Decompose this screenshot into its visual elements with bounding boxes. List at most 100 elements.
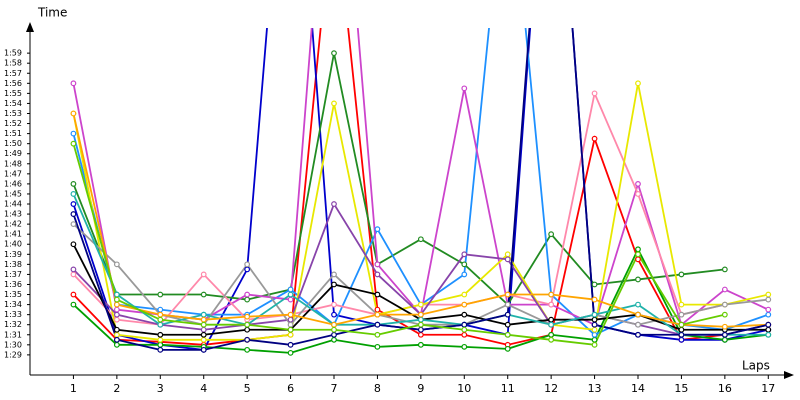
point-marker [70, 221, 77, 228]
point-marker [70, 140, 77, 147]
point-marker [331, 271, 337, 278]
point-marker [504, 291, 511, 298]
y-tick-label: 1:50 [4, 139, 22, 148]
point-marker [287, 316, 294, 323]
point-marker [70, 191, 77, 197]
point-marker [70, 241, 77, 248]
y-tick-label: 1:38 [4, 260, 22, 269]
point-marker [200, 311, 207, 318]
x-tick-label: 13 [588, 382, 602, 395]
point-marker [287, 296, 294, 303]
point-marker [721, 331, 728, 338]
point-marker [287, 321, 294, 328]
y-tick-label: 1:36 [4, 280, 22, 289]
point-marker [417, 311, 424, 318]
point-marker [113, 296, 120, 303]
x-tick-label: 11 [501, 382, 515, 395]
point-marker [548, 331, 555, 338]
point-marker [331, 100, 337, 107]
point-marker [157, 311, 164, 318]
point-marker [113, 261, 120, 268]
series-line [72, 143, 726, 346]
point-marker [70, 201, 77, 207]
point-marker [678, 311, 685, 318]
y-tick-label: 1:49 [4, 149, 22, 158]
point-marker [461, 326, 468, 333]
y-tick-label: 1:57 [4, 69, 22, 78]
point-marker [287, 331, 294, 338]
point-marker [244, 336, 251, 343]
y-tick-label: 1:51 [4, 129, 22, 138]
point-marker [113, 311, 120, 318]
point-marker [548, 291, 555, 298]
y-tick-label: 1:56 [4, 79, 22, 88]
point-marker [635, 321, 641, 328]
point-marker [244, 346, 251, 353]
point-marker [678, 326, 685, 333]
y-axis-arrow [26, 22, 34, 32]
x-tick-label: 1 [70, 382, 77, 395]
y-tick-label: 1:40 [4, 240, 22, 249]
point-marker [417, 301, 424, 308]
point-marker [504, 256, 511, 263]
point-marker [331, 321, 337, 328]
point-marker [244, 296, 251, 303]
point-marker [721, 266, 728, 273]
y-tick-label: 1:35 [4, 290, 22, 299]
y-tick-label: 1:48 [4, 159, 22, 168]
y-tick-label: 1:31 [4, 330, 22, 339]
point-marker [591, 90, 598, 97]
y-tick-label: 1:30 [4, 340, 22, 349]
point-marker [721, 323, 728, 330]
point-marker [721, 336, 728, 343]
point-marker [591, 311, 598, 318]
point-marker [157, 346, 164, 353]
point-marker [461, 271, 468, 278]
point-marker [678, 301, 685, 308]
point-marker [200, 346, 207, 353]
x-axis-arrow [784, 371, 794, 379]
point-marker [721, 301, 728, 308]
point-marker [287, 286, 294, 293]
y-tick-label: 1:37 [4, 270, 22, 279]
point-marker [461, 251, 468, 258]
point-marker [331, 336, 337, 343]
point-marker [113, 326, 120, 333]
point-marker [244, 321, 251, 328]
point-marker [374, 261, 381, 268]
point-marker [70, 211, 77, 217]
point-marker [765, 311, 772, 318]
point-marker [635, 331, 641, 338]
point-marker [461, 85, 468, 92]
point-marker [331, 50, 337, 57]
point-marker [548, 336, 555, 343]
point-marker [200, 336, 207, 343]
point-marker [287, 326, 294, 333]
point-marker [374, 306, 381, 313]
point-marker [635, 191, 641, 197]
point-marker [417, 331, 424, 338]
point-marker [548, 321, 555, 328]
y-tick-label: 1:44 [4, 200, 22, 209]
point-marker [374, 331, 381, 338]
point-marker [635, 80, 641, 87]
x-tick-label: 15 [674, 382, 688, 395]
point-marker [244, 326, 251, 333]
point-marker [635, 180, 641, 187]
point-marker [70, 110, 77, 117]
point-marker [113, 301, 120, 308]
y-tick-label: 1:39 [4, 250, 22, 259]
point-marker [678, 271, 685, 278]
point-marker [113, 341, 120, 348]
point-marker [200, 316, 207, 323]
y-axis-title: Time [37, 6, 67, 20]
point-marker [244, 291, 251, 298]
x-tick-label: 8 [374, 382, 381, 395]
point-marker [504, 321, 511, 328]
point-marker [70, 266, 77, 273]
series-line [72, 52, 725, 306]
y-tick-label: 1:52 [4, 119, 22, 128]
point-marker [548, 301, 555, 308]
point-marker [417, 316, 424, 323]
point-marker [200, 271, 207, 278]
